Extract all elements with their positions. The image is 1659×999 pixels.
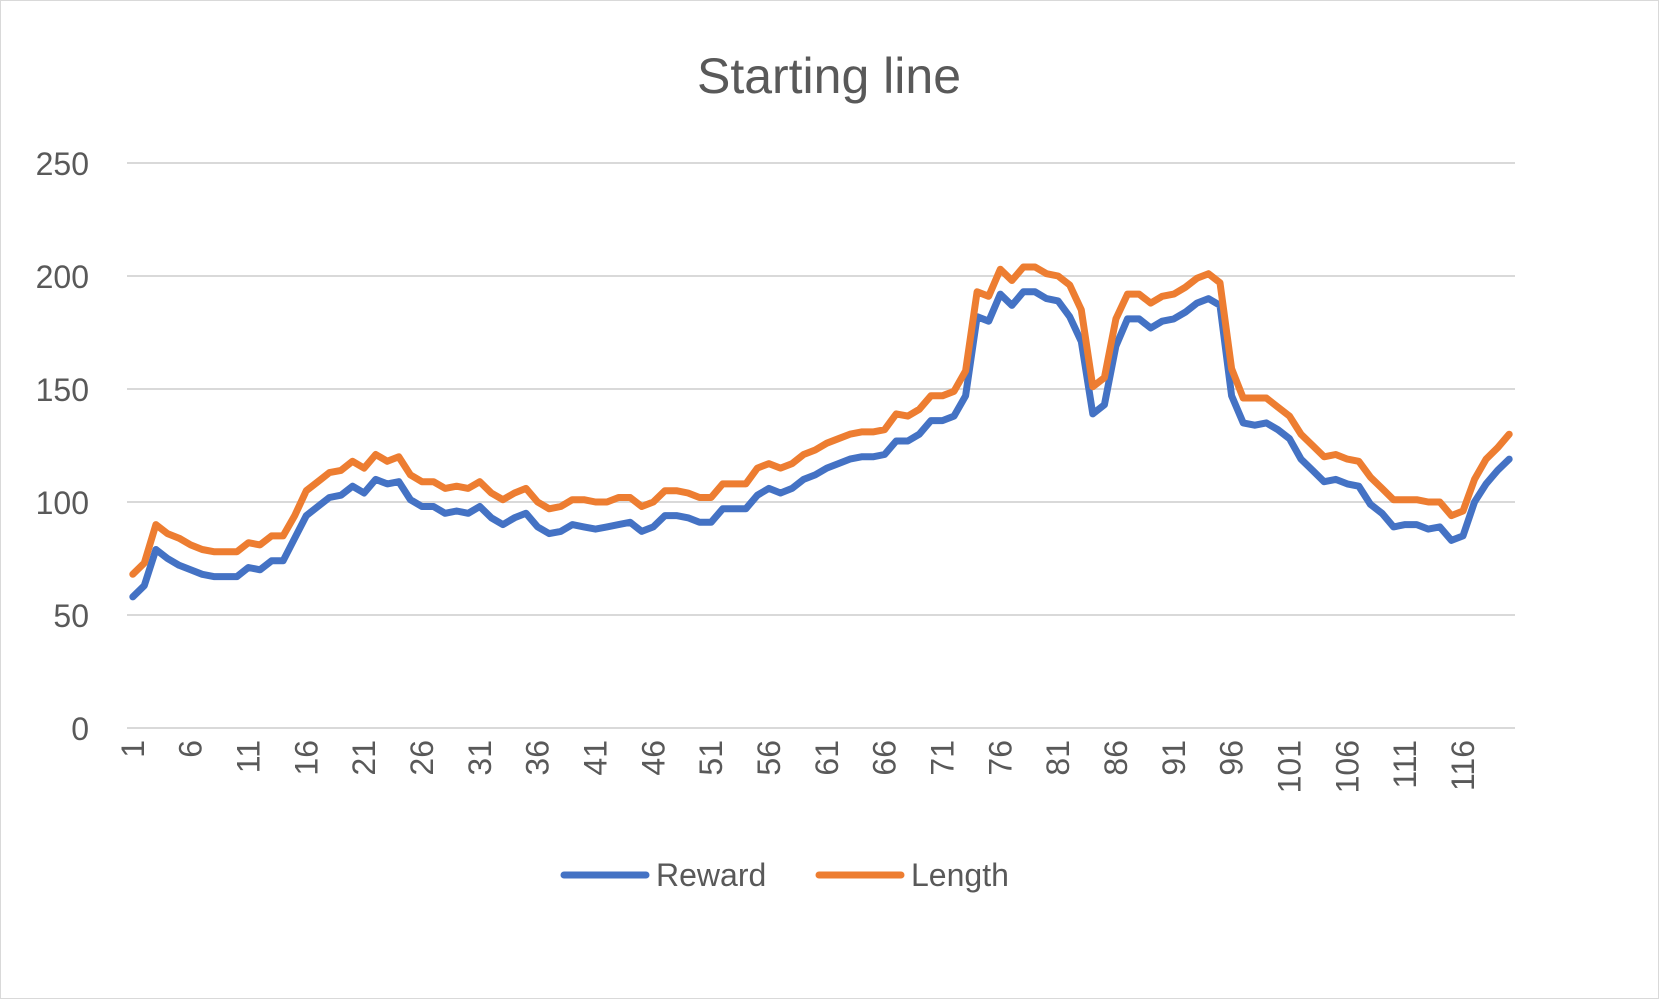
x-tick-label: 116 bbox=[1445, 740, 1481, 791]
x-tick: 86 bbox=[1098, 740, 1134, 776]
legend: Reward Length bbox=[560, 857, 1009, 893]
x-tick: 31 bbox=[462, 740, 498, 776]
y-tick-label: 50 bbox=[53, 598, 89, 634]
x-tick: 51 bbox=[693, 740, 729, 776]
x-tick: 71 bbox=[924, 740, 960, 776]
x-tick-label: 96 bbox=[1214, 740, 1250, 776]
x-tick-label: 31 bbox=[462, 740, 498, 776]
x-tick: 81 bbox=[1040, 740, 1076, 776]
legend-label: Length bbox=[911, 857, 1009, 893]
y-tick-label: 250 bbox=[36, 146, 89, 182]
x-tick: 26 bbox=[404, 740, 440, 776]
y-tick-label: 100 bbox=[36, 485, 89, 521]
x-tick: 46 bbox=[635, 740, 671, 776]
y-tick-label: 200 bbox=[36, 259, 89, 295]
x-tick-label: 46 bbox=[635, 740, 671, 776]
x-tick-label: 86 bbox=[1098, 740, 1134, 776]
legend-label: Reward bbox=[656, 857, 766, 893]
series-lines bbox=[129, 263, 1513, 601]
x-tick-label: 91 bbox=[1156, 740, 1192, 776]
x-tick-label: 66 bbox=[867, 740, 903, 776]
x-tick: 41 bbox=[577, 740, 613, 776]
x-tick-label: 71 bbox=[924, 740, 960, 776]
x-tick-label: 61 bbox=[809, 740, 845, 776]
series-line-reward bbox=[129, 288, 1513, 601]
x-tick: 36 bbox=[520, 740, 556, 776]
x-tick: 76 bbox=[982, 740, 1018, 776]
gridlines bbox=[127, 162, 1515, 729]
x-tick-label: 21 bbox=[346, 740, 382, 776]
x-tick: 16 bbox=[288, 740, 324, 776]
x-tick: 11 bbox=[230, 740, 266, 773]
x-tick: 96 bbox=[1214, 740, 1250, 776]
y-tick-label: 0 bbox=[71, 711, 89, 747]
x-tick-label: 36 bbox=[520, 740, 556, 776]
legend-item-reward: Reward bbox=[560, 857, 766, 893]
x-tick-label: 16 bbox=[288, 740, 324, 776]
x-tick-label: 1 bbox=[115, 740, 151, 758]
x-tick: 21 bbox=[346, 740, 382, 776]
chart-title: Starting line bbox=[697, 48, 961, 104]
x-axis-tick-labels: 1 6 11 16 21 26 31 36 41 46 51 56 61 66 71 76 81 86 91 96 10… bbox=[115, 740, 1481, 793]
y-tick-label: 150 bbox=[36, 372, 89, 408]
x-tick-label: 56 bbox=[751, 740, 787, 776]
series-line-length bbox=[129, 263, 1513, 578]
x-tick-label: 106 bbox=[1329, 740, 1365, 793]
x-tick: 116 bbox=[1445, 740, 1481, 791]
x-tick-label: 101 bbox=[1271, 740, 1307, 793]
legend-item-length: Length bbox=[815, 857, 1009, 893]
y-axis-tick-labels: 0 50 100 150 200 250 bbox=[36, 146, 89, 747]
x-tick: 66 bbox=[867, 740, 903, 776]
x-tick-label: 41 bbox=[577, 740, 613, 776]
x-tick: 1 bbox=[115, 740, 151, 758]
x-tick: 91 bbox=[1156, 740, 1192, 776]
x-tick-label: 6 bbox=[173, 740, 209, 758]
x-tick-label: 76 bbox=[982, 740, 1018, 776]
x-tick-label: 111 bbox=[1387, 740, 1423, 789]
x-tick: 56 bbox=[751, 740, 787, 776]
x-tick: 61 bbox=[809, 740, 845, 776]
x-tick-label: 11 bbox=[230, 740, 266, 773]
x-tick: 106 bbox=[1329, 740, 1365, 793]
x-tick-label: 81 bbox=[1040, 740, 1076, 776]
x-tick: 6 bbox=[173, 740, 209, 758]
x-tick-label: 51 bbox=[693, 740, 729, 776]
x-tick-label: 26 bbox=[404, 740, 440, 776]
x-tick: 111 bbox=[1387, 740, 1423, 789]
x-tick: 101 bbox=[1271, 740, 1307, 793]
